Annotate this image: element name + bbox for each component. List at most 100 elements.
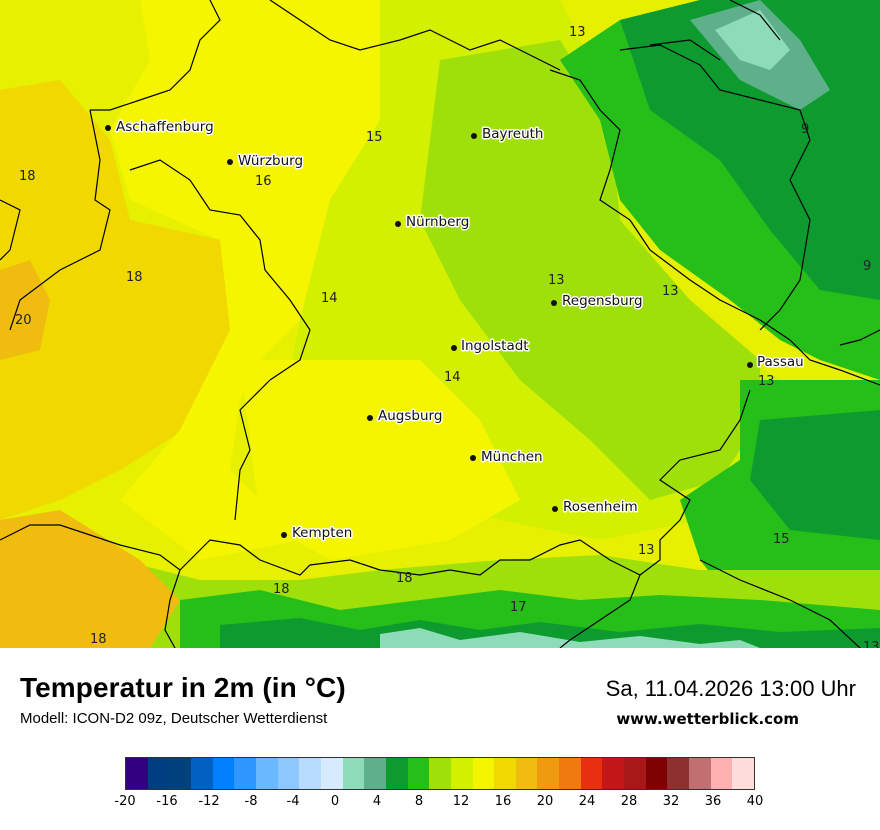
city-nuernberg: Nürnberg	[406, 214, 469, 230]
temp-value: 13	[863, 640, 880, 648]
temp-value: 18	[126, 270, 143, 285]
scale-tick-label: 4	[372, 794, 382, 809]
scale-swatch	[212, 758, 235, 789]
temp-value: 13	[548, 273, 565, 288]
scale-tick-label: -4	[286, 794, 300, 809]
scale-swatch	[385, 758, 408, 789]
scale-tick-label: 12	[452, 794, 470, 809]
scale-swatch	[169, 758, 191, 789]
temp-value: 13	[569, 25, 586, 40]
scale-swatch	[494, 758, 516, 789]
temp-value: 16	[255, 174, 272, 189]
scale-swatch	[190, 758, 213, 789]
scale-swatch	[342, 758, 365, 789]
city-muenchen: München	[481, 449, 543, 465]
city-augsburg: Augsburg	[378, 408, 442, 424]
temp-value: 13	[758, 374, 775, 389]
forecast-datetime: Sa, 11.04.2026 13:00 Uhr	[605, 676, 856, 701]
city-kempten: Kempten	[292, 525, 352, 541]
color-scale-ticks: -20 -16 -12 -8 -4 0 4 8 12 16 20 24 28 32 36 40	[0, 794, 880, 814]
city-bayreuth: Bayreuth	[482, 126, 544, 142]
city-rosenheim: Rosenheim	[563, 499, 638, 515]
footer: Temperatur in 2m (in °C) Modell: ICON-D2…	[0, 648, 880, 830]
scale-swatch	[710, 758, 733, 789]
border-lines	[0, 0, 880, 648]
scale-swatch	[515, 758, 538, 789]
scale-swatch	[429, 758, 451, 789]
scale-swatch	[645, 758, 668, 789]
scale-swatch	[126, 758, 148, 789]
scale-swatch	[407, 758, 430, 789]
scale-tick-label: 32	[662, 794, 680, 809]
temp-value: 18	[90, 632, 107, 647]
city-dot	[105, 125, 111, 131]
scale-swatch	[234, 758, 256, 789]
scale-tick-label: -12	[198, 794, 220, 809]
scale-tick-label: 28	[620, 794, 638, 809]
city-passau: Passau	[757, 354, 804, 370]
temp-value: 13	[662, 284, 679, 299]
temp-value: 9	[801, 122, 809, 137]
scale-swatch	[320, 758, 343, 789]
scale-swatch	[450, 758, 473, 789]
city-wuerzburg: Würzburg	[238, 153, 303, 169]
scale-swatch	[689, 758, 711, 789]
city-regensburg: Regensburg	[562, 293, 643, 309]
scale-swatch	[472, 758, 495, 789]
warm-core-west	[0, 260, 50, 360]
temp-value: 14	[321, 291, 338, 306]
scale-tick-label: 24	[578, 794, 596, 809]
temp-value: 18	[19, 169, 36, 184]
temp-value: 18	[396, 571, 413, 586]
city-dot	[367, 415, 373, 421]
scale-tick-label: 8	[414, 794, 424, 809]
temp-value: 9	[863, 259, 871, 274]
map-title: Temperatur in 2m (in °C)	[20, 672, 346, 703]
scale-tick-label: 16	[494, 794, 512, 809]
city-dot	[470, 455, 476, 461]
scale-swatch	[277, 758, 300, 789]
city-dot	[471, 133, 477, 139]
warm-zone-west	[0, 80, 240, 520]
city-markers: Aschaffenburg Würzburg Bayreuth Nürnberg…	[105, 118, 805, 543]
temperature-values: 13 9 15 16 18 18 14 20 13 13 9 14 13 15 …	[15, 25, 880, 648]
model-info: Modell: ICON-D2 09z, Deutscher Wetterdie…	[20, 710, 328, 727]
scale-swatch	[255, 758, 278, 789]
website-label: www.wetterblick.com	[616, 710, 799, 728]
temp-value: 18	[273, 582, 290, 597]
temp-value: 13	[638, 543, 655, 558]
city-dot	[552, 506, 558, 512]
city-dot	[227, 159, 233, 165]
scale-tick-label: -8	[244, 794, 258, 809]
scale-tick-label: 0	[330, 794, 340, 809]
city-aschaffenburg: Aschaffenburg	[116, 119, 214, 135]
temp-value: 15	[773, 532, 790, 547]
scale-swatch	[732, 758, 755, 789]
scale-swatch	[299, 758, 321, 789]
scale-swatch	[364, 758, 386, 789]
scale-swatch	[559, 758, 581, 789]
scale-tick-label: 20	[536, 794, 554, 809]
scale-swatch	[624, 758, 646, 789]
color-scale	[125, 757, 755, 790]
scale-tick-label: 40	[746, 794, 764, 809]
scale-swatch	[602, 758, 625, 789]
scale-swatch	[580, 758, 603, 789]
temperature-map: Aschaffenburg Würzburg Bayreuth Nürnberg…	[0, 0, 880, 648]
city-dot	[281, 532, 287, 538]
scale-swatch	[537, 758, 560, 789]
scale-tick-label: -16	[156, 794, 178, 809]
city-dot	[747, 362, 753, 368]
scale-swatch	[147, 758, 170, 789]
temp-value: 20	[15, 313, 32, 328]
city-dot	[551, 300, 557, 306]
temp-value: 17	[510, 600, 527, 615]
city-dot	[395, 221, 401, 227]
scale-tick-label: 36	[704, 794, 722, 809]
temp-value: 15	[366, 130, 383, 145]
scale-swatch	[667, 758, 690, 789]
city-ingolstadt: Ingolstadt	[461, 338, 529, 354]
scale-tick-label: -20	[114, 794, 136, 809]
city-dot	[451, 345, 457, 351]
temp-value: 14	[444, 370, 461, 385]
